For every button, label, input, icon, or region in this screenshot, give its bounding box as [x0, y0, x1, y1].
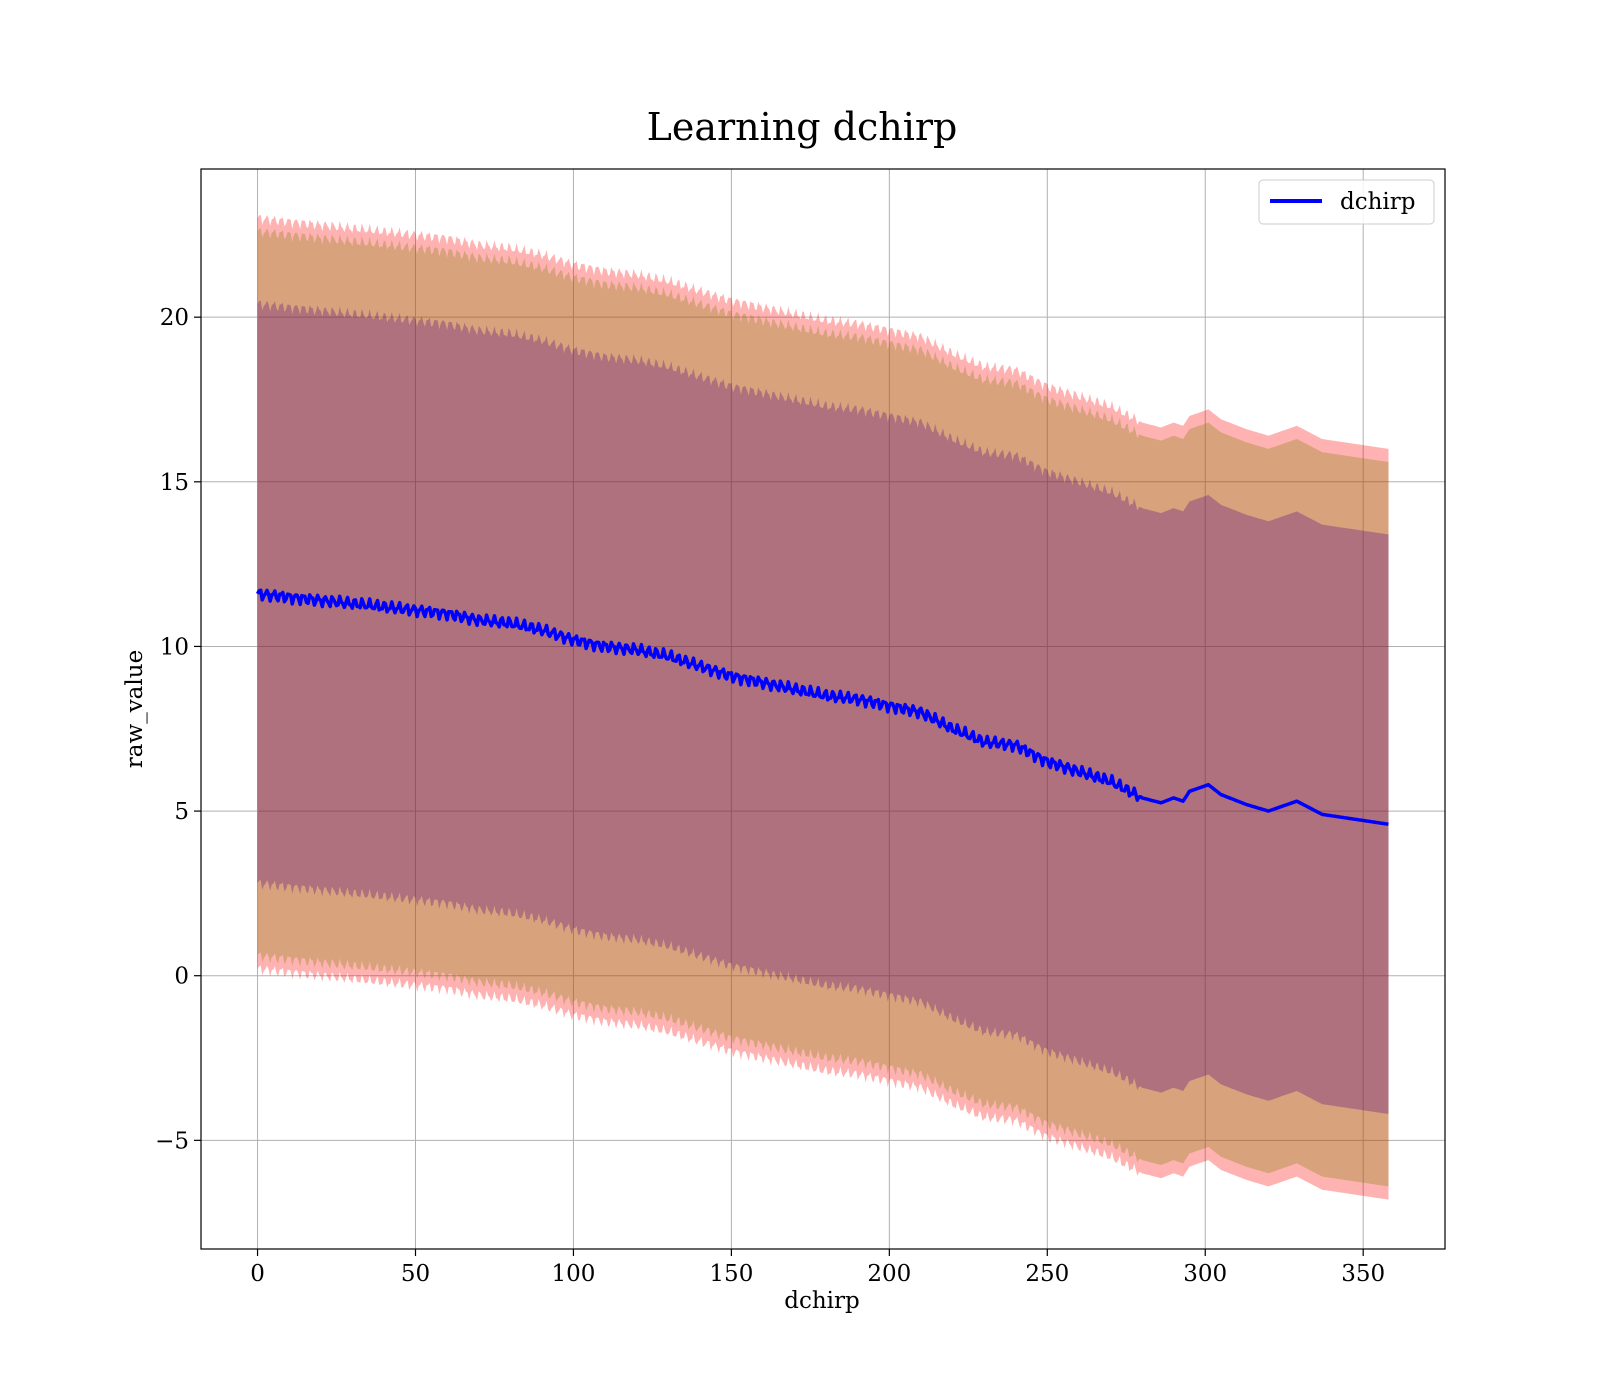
x-tick-label: 350	[1341, 1261, 1385, 1287]
x-axis: 0 50 100 150 200 250 300 350	[250, 1249, 1385, 1287]
x-tick-label: 300	[1183, 1261, 1227, 1287]
y-tick-label: 10	[160, 634, 189, 660]
x-tick-label: 150	[709, 1261, 753, 1287]
bands	[257, 214, 1389, 1200]
band-middle	[257, 228, 1389, 1187]
x-tick-label: 250	[1025, 1261, 1069, 1287]
y-tick-label: 5	[174, 799, 189, 825]
band-inner	[257, 300, 1389, 1114]
x-tick-label: 0	[250, 1261, 265, 1287]
plot-frame	[200, 168, 1446, 1250]
series-line-dchirp	[255, 588, 1389, 826]
x-tick-label: 100	[551, 1261, 595, 1287]
y-tick-label: 20	[160, 305, 189, 331]
y-tick-label: 15	[160, 470, 189, 496]
series-lines	[255, 588, 1389, 826]
x-axis-label: dchirp	[784, 1288, 860, 1314]
legend: dchirp	[1258, 179, 1435, 225]
legend-label: dchirp	[1340, 189, 1416, 215]
x-tick-label: 200	[867, 1261, 911, 1287]
y-tick-label: −5	[155, 1128, 189, 1154]
band-outer	[257, 214, 1389, 1200]
grid-lines	[201, 169, 1445, 1249]
y-axis: −5 0 5 10 15 20	[155, 305, 201, 1154]
chart-title: Learning dchirp	[647, 105, 958, 149]
x-tick-label: 50	[401, 1261, 430, 1287]
legend-box	[1258, 179, 1435, 225]
y-tick-label: 0	[174, 964, 189, 990]
y-axis-label: raw_value	[122, 650, 148, 768]
